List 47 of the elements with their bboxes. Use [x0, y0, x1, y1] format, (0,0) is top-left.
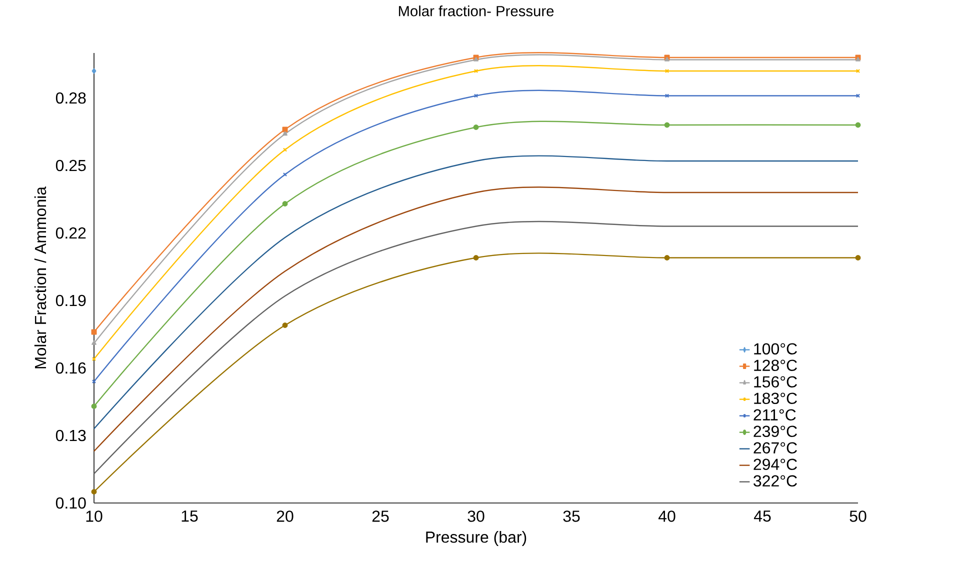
- point: [473, 255, 479, 260]
- point: [855, 122, 861, 128]
- legend-label: 267°C: [754, 442, 797, 454]
- point: [282, 201, 288, 206]
- point: [474, 57, 478, 62]
- y-tick-label: 0.13: [56, 430, 86, 442]
- y-axis-title: Molar Fraction / Ammonia: [34, 186, 46, 368]
- point: [91, 489, 97, 494]
- legend-label: 128°C: [754, 360, 797, 372]
- y-tick-label: 0.10: [56, 497, 86, 509]
- x-tick-label: 35: [563, 510, 580, 522]
- point: [856, 57, 860, 62]
- legend-label: 294°C: [754, 458, 797, 470]
- x-tick-label: 40: [658, 510, 676, 522]
- point: [855, 255, 861, 260]
- x-tick-label: 25: [372, 510, 389, 522]
- point: [282, 322, 288, 328]
- x-tick-label: 20: [276, 510, 294, 522]
- y-tick-label: 0.19: [56, 294, 86, 306]
- legend-label: 322°C: [754, 475, 797, 487]
- point: [664, 255, 670, 260]
- y-tick-label: 0.28: [56, 92, 86, 104]
- legend-label: 100°C: [754, 343, 797, 355]
- x-tick-label: 30: [468, 510, 484, 522]
- legend-label: 156°C: [754, 376, 797, 388]
- chart-title: Molar fraction- Pressure: [398, 6, 554, 16]
- legend-label: 211°C: [754, 409, 796, 421]
- x-tick-label: 50: [850, 510, 866, 522]
- point: [474, 94, 478, 98]
- point: [473, 124, 479, 130]
- y-tick-label: 0.25: [56, 160, 86, 172]
- point: [664, 57, 670, 62]
- point: [92, 340, 96, 345]
- x-tick-label: 15: [182, 510, 198, 522]
- legend-label: 239°C: [754, 426, 797, 438]
- x-tick-label: 45: [754, 510, 771, 522]
- point: [664, 122, 670, 128]
- x-axis-title: Pressure (bar): [426, 531, 526, 546]
- point: [282, 131, 288, 136]
- point: [92, 68, 96, 74]
- point: [664, 94, 670, 98]
- legend-label: 183°C: [754, 392, 797, 404]
- point: [282, 148, 288, 152]
- x-tick-label: 10: [86, 510, 102, 522]
- point: [91, 404, 97, 409]
- y-tick-label: 0.16: [56, 362, 86, 374]
- y-tick-label: 0.22: [56, 227, 86, 239]
